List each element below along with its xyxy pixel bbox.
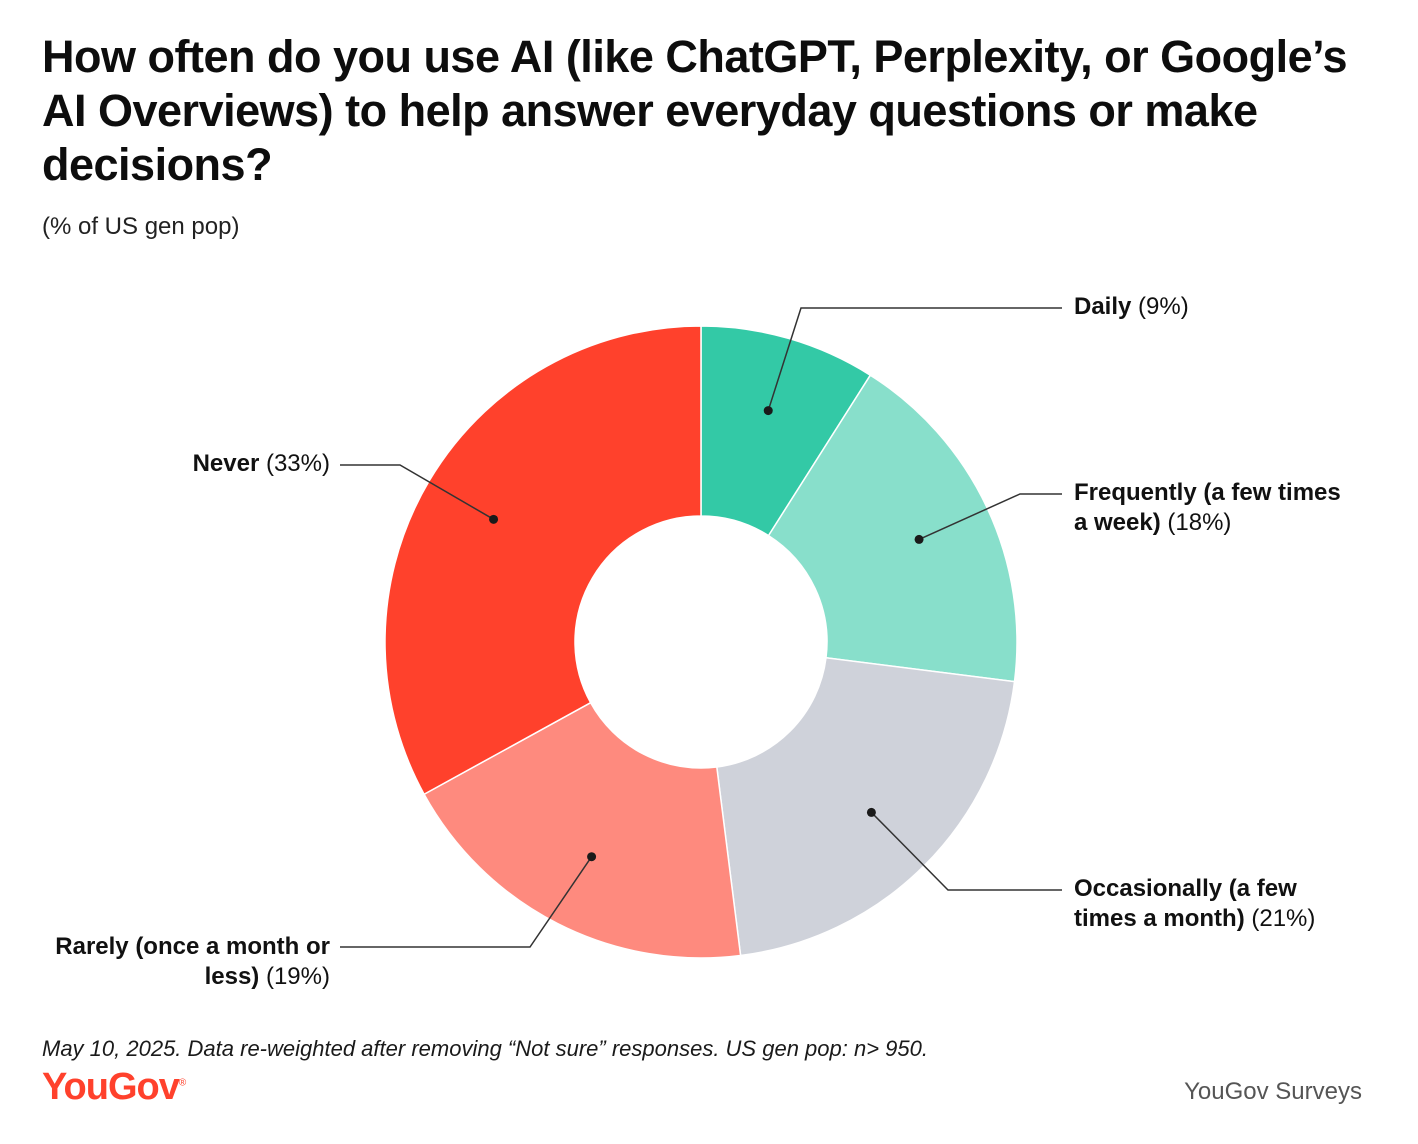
leader-line-rarely [340, 856, 593, 948]
legend-label-occasionally: Occasionally (a few times a month) (21%) [1074, 875, 1316, 932]
leader-line-daily [767, 307, 1062, 411]
donut-slice-daily [700, 325, 872, 537]
leader-dot-frequently [914, 534, 924, 544]
leader-line-occasionally [870, 811, 1062, 891]
legend-label-never: Never (33%) [192, 450, 330, 477]
donut-slice-occasionally [715, 656, 1016, 957]
donut-slice-frequently [767, 374, 1018, 683]
leader-dot-daily [763, 406, 773, 416]
leader-line-never [340, 464, 494, 520]
legend-label-frequently: Frequently (a few times a week) (18%) [1074, 479, 1341, 536]
leader-line-frequently [918, 493, 1062, 541]
yougov-logo: YouGov® [42, 1066, 186, 1108]
donut-slice-rarely [423, 701, 742, 959]
chart-title: How often do you use AI (like ChatGPT, P… [42, 31, 1348, 190]
legend-label-daily: Daily (9%) [1074, 293, 1189, 320]
donut-slice-never [384, 325, 702, 796]
leader-dot-never [489, 514, 499, 524]
chart-subtitle: (% of US gen pop) [42, 213, 240, 240]
legend-label-rarely: Rarely (once a month or less) (19%) [55, 933, 330, 990]
source-credit: YouGov Surveys [1184, 1078, 1362, 1105]
leader-dot-occasionally [866, 807, 876, 817]
footnote: May 10, 2025. Data re-weighted after rem… [42, 1036, 928, 1061]
leader-dot-rarely [587, 852, 597, 862]
